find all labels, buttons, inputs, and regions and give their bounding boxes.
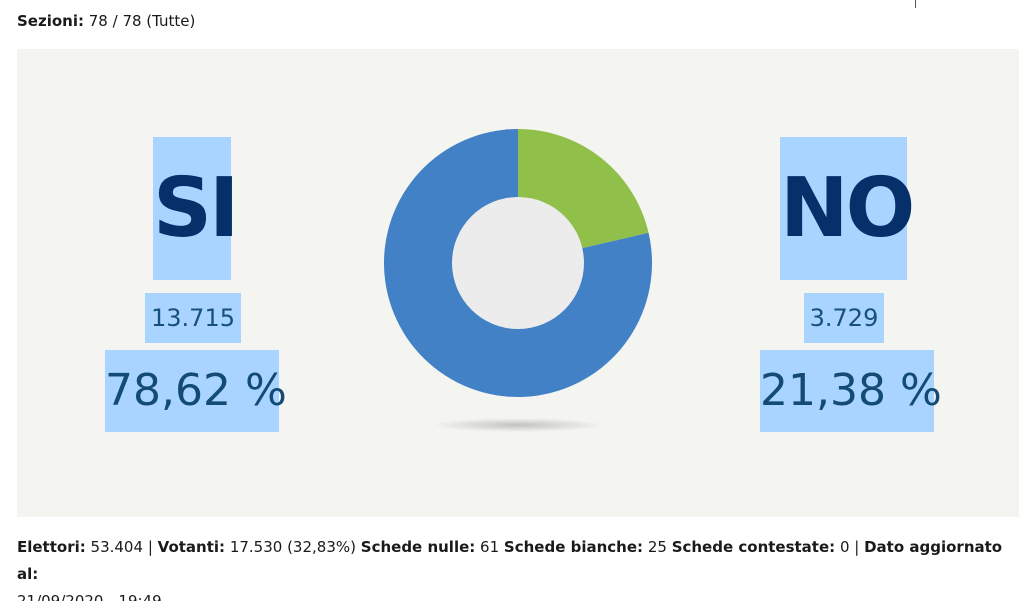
votanti-value: 17.530 (32,83%) (229, 538, 356, 556)
schede-bianche-value: 25 (647, 538, 667, 556)
sezioni-label: Sezioni: (17, 12, 84, 30)
separator: | (147, 538, 153, 556)
top-divider (915, 0, 916, 8)
summary-footer: Elettori: 53.404 | Votanti: 17.530 (32,8… (17, 534, 1007, 601)
schede-contestate-label: Schede contestate: (671, 538, 836, 556)
schede-nulle-value: 61 (480, 538, 500, 556)
sezioni-value: 78 / 78 (Tutte) (88, 12, 196, 30)
donut-hole (452, 197, 584, 329)
si-label: SI (153, 137, 240, 280)
results-panel: SI 13.715 78,62 % NO 3.729 21,38 % (17, 49, 1019, 517)
chart-shadow (432, 418, 604, 432)
si-result: SI 13.715 78,62 % (62, 49, 322, 517)
elettori-label: Elettori: (17, 538, 86, 556)
no-percent: 21,38 % (760, 350, 942, 432)
donut-chart (384, 129, 652, 432)
si-votes: 13.715 (145, 293, 241, 343)
schede-nulle-label: Schede nulle: (360, 538, 476, 556)
sezioni-info: Sezioni: 78 / 78 (Tutte) (17, 10, 195, 32)
elettori-value: 53.404 (90, 538, 144, 556)
aggiornato-label: Dato aggiornato al: (17, 538, 1003, 583)
no-result: NO 3.729 21,38 % (714, 49, 974, 517)
si-percent: 78,62 % (105, 350, 287, 432)
votanti-label: Votanti: (157, 538, 226, 556)
separator: | (854, 538, 860, 556)
schede-contestate-value: 0 (839, 538, 850, 556)
aggiornato-value: 21/09/2020 - 19:49 (17, 592, 162, 601)
no-votes: 3.729 (804, 293, 884, 343)
schede-bianche-label: Schede bianche: (503, 538, 644, 556)
no-label: NO (780, 137, 915, 280)
